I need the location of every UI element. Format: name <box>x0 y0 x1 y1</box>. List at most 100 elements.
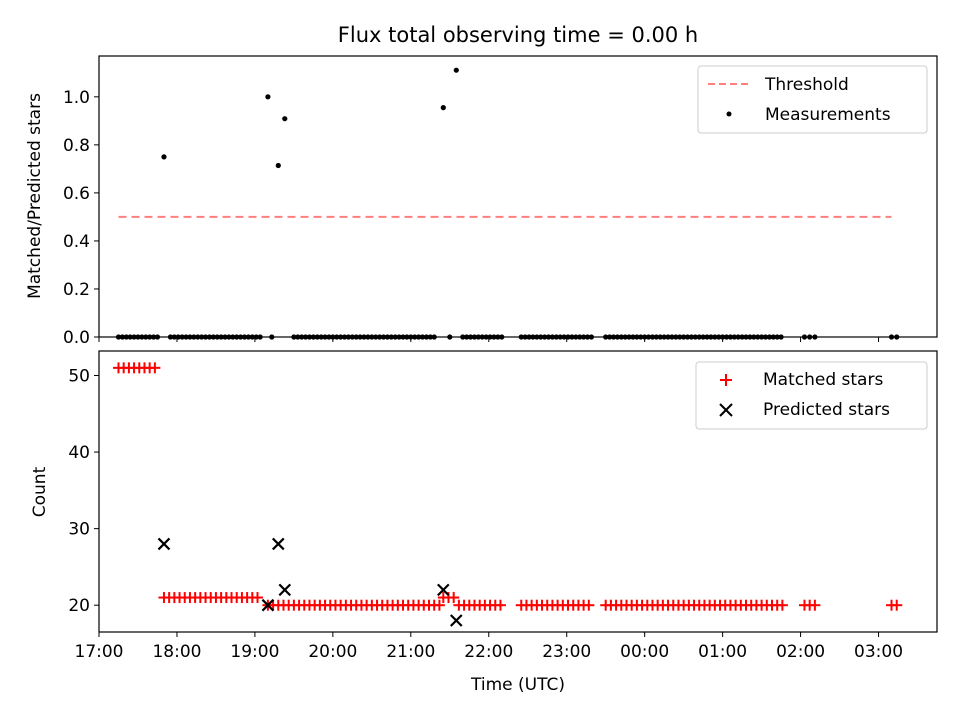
x-tick-label: 18:00 <box>152 642 201 662</box>
measurement-point <box>199 334 205 340</box>
measurement-point <box>154 334 161 340</box>
measurement-point <box>314 334 320 340</box>
measurement-point <box>708 334 714 340</box>
measurement-point <box>361 334 367 340</box>
x-tick-label: 22:00 <box>464 642 513 662</box>
measurement-point <box>179 334 185 340</box>
measurement-point <box>369 334 375 340</box>
measurement-point <box>135 334 141 340</box>
measurement-point <box>115 334 122 340</box>
measurement-point <box>245 334 252 340</box>
measurement-point <box>453 67 459 73</box>
predicted-x-b <box>261 598 275 612</box>
measurement-point <box>727 334 734 340</box>
legend-matched-label: Matched stars <box>763 370 883 390</box>
measurement-point <box>755 334 761 340</box>
top-plot-frame <box>98 55 938 338</box>
predicted-x-b <box>450 614 463 627</box>
top-legend-box <box>697 65 928 134</box>
measurement-point <box>119 334 125 340</box>
measurement-point <box>282 116 288 122</box>
y-tick-label: 0.2 <box>63 280 90 300</box>
measurement-point <box>696 334 702 340</box>
measurement-point <box>661 334 667 340</box>
measurement-point <box>766 334 773 340</box>
measurement-point <box>230 334 236 340</box>
measurement-point <box>310 334 316 340</box>
measurement-point <box>226 334 232 340</box>
measurement-point <box>210 334 216 340</box>
measurement-point <box>467 334 474 340</box>
measurement-point <box>357 334 363 340</box>
legend-predicted-label: Predicted stars <box>763 400 890 420</box>
measurement-point <box>253 334 259 340</box>
legend-measurements-label: Measurements <box>765 105 891 125</box>
measurement-point <box>739 334 745 340</box>
measurement-point <box>649 334 656 340</box>
measurement-point <box>553 334 559 340</box>
measurement-point <box>684 334 691 340</box>
measurement-point <box>265 94 271 100</box>
measurement-point <box>526 334 532 340</box>
measurement-point <box>269 334 275 340</box>
measurement-point <box>338 334 344 340</box>
measurement-point <box>412 334 418 340</box>
measurement-point <box>665 334 671 340</box>
bottom-y-ticks: 20 30 40 50 <box>68 367 99 616</box>
measurement-point <box>638 334 644 340</box>
measurement-point <box>735 334 741 340</box>
measurement-point <box>716 334 722 340</box>
measurement-point <box>807 334 813 340</box>
measurement-point <box>400 334 406 340</box>
predicted-x-b <box>437 583 450 597</box>
measurement-point <box>471 334 478 340</box>
matched-star-marker <box>891 599 903 611</box>
x-tick-label: 20:00 <box>308 642 357 662</box>
matched-star-marker <box>776 599 788 611</box>
measurement-point <box>175 334 181 340</box>
measurement-point <box>762 334 769 340</box>
legend-matched-swatch <box>720 374 732 386</box>
matched-star-marker <box>494 599 506 611</box>
measurement-point <box>588 334 595 340</box>
measurement-point <box>577 334 583 340</box>
measurement-point <box>377 334 383 340</box>
predicted-star-marker <box>157 537 171 551</box>
measurement-point <box>408 334 414 340</box>
measurement-point <box>127 334 133 340</box>
measurement-point <box>302 334 309 340</box>
measurement-point <box>700 334 706 340</box>
measurement-point <box>322 334 328 340</box>
measurement-point <box>778 334 784 340</box>
matched-star-marker <box>149 362 161 374</box>
x-tick-label: 17:00 <box>75 642 124 662</box>
bottom-data-marks <box>112 362 903 627</box>
measurement-point <box>522 334 528 340</box>
measurement-point <box>491 334 497 340</box>
measurement-point <box>427 334 433 340</box>
measurement-point <box>774 334 780 340</box>
measurement-point <box>380 334 387 340</box>
legend-threshold-label: Threshold <box>764 75 849 95</box>
measurement-point <box>626 334 632 340</box>
measurement-point <box>634 334 640 340</box>
measurement-point <box>161 154 167 160</box>
measurement-point <box>238 334 244 340</box>
top-y-ticks: 0.0 0.2 0.4 0.6 0.8 1.0 <box>63 88 99 348</box>
measurement-point <box>373 334 379 340</box>
measurement-point <box>723 334 730 340</box>
measurement-point <box>534 334 540 340</box>
measurement-point <box>183 334 189 340</box>
measurement-point <box>345 334 352 340</box>
measurement-point <box>812 334 818 340</box>
measurement-point <box>384 334 391 340</box>
x-tick-label: 00:00 <box>620 642 669 662</box>
measurement-point <box>542 334 548 340</box>
predicted-star-marker <box>261 598 275 612</box>
measurement-point <box>770 334 776 340</box>
matched-star-marker <box>448 592 460 604</box>
measurement-point <box>349 334 355 340</box>
measurement-point <box>669 334 675 340</box>
predicted-x-b <box>278 583 292 597</box>
measurement-point <box>365 334 371 340</box>
